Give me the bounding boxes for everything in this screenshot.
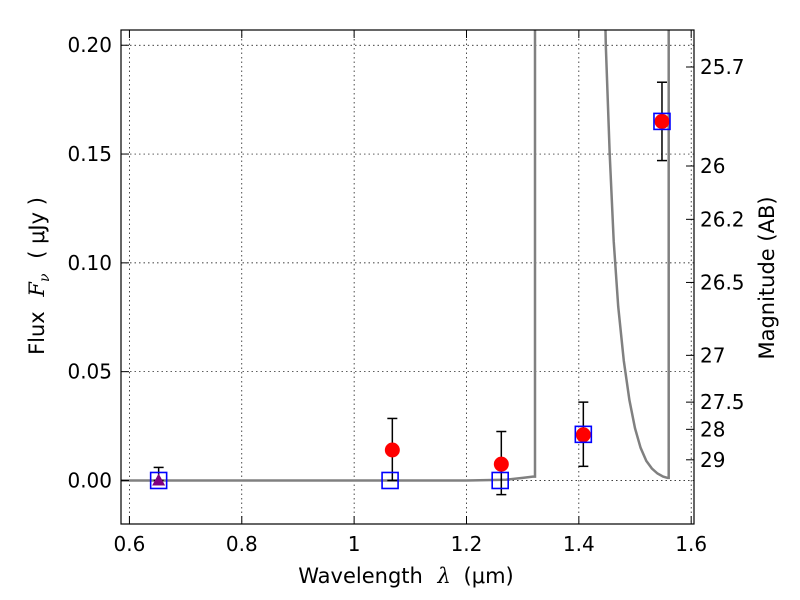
y-tick-label: 0.00 (67, 468, 112, 492)
y2-axis-label: Magnitude (AB) (755, 196, 779, 359)
y-tick-label: 0.05 (67, 360, 112, 384)
flux-point (575, 427, 591, 443)
flux-point (654, 113, 670, 129)
x-axis-label-symbol: λ (437, 564, 451, 588)
y2-tick-label: 27.5 (700, 390, 745, 414)
upper-limit-marker (152, 473, 166, 486)
x-tick-label: 0.6 (114, 532, 146, 556)
y2-tick-label: 26.5 (700, 270, 745, 294)
x-tick-label: 1.6 (675, 532, 707, 556)
y-axis-label-symbol: F (25, 281, 49, 298)
x-tick-label: 1 (348, 532, 361, 556)
model-photometry-square (149, 471, 168, 490)
y-axis-label-text: Flux (25, 311, 49, 355)
plot-frame (120, 29, 695, 525)
y-axis-label-subscript: ν (37, 273, 53, 282)
x-tick-label: 1.4 (563, 532, 595, 556)
x-axis-label: Wavelength λ (μm) (298, 564, 513, 588)
y2-tick-label: 26.2 (700, 207, 745, 231)
axis-ticks: 0.6 0.8 1 1.2 1.4 1.6 0.00 0.05 0.10 0.15 0.20 25.7… (67, 30, 745, 556)
x-axis-label-text: Wavelength (298, 564, 423, 588)
x-tick-label: 1.2 (451, 532, 483, 556)
y2-tick-label: 25.7 (700, 55, 745, 79)
y2-tick-label: 26 (700, 154, 725, 178)
y2-tick-label: 28 (700, 417, 725, 441)
y-tick-label: 0.10 (67, 251, 112, 275)
model-spectrum-line (121, 30, 670, 482)
x-tick-label: 0.8 (226, 532, 258, 556)
model-photometry-square (653, 112, 671, 131)
x-axis-label-unit: (μm) (464, 564, 514, 588)
y-axis-label-unit: ( μJy ) (25, 197, 49, 259)
y-axis-label: Flux Fν ( μJy ) (25, 197, 53, 355)
y2-tick-label: 29 (700, 448, 725, 472)
data-marks (149, 81, 671, 496)
y2-tick-label: 27 (700, 343, 725, 367)
y-tick-label: 0.20 (67, 33, 112, 57)
model-spectrum (121, 30, 670, 482)
y-tick-label: 0.15 (67, 142, 112, 166)
model-photometry-square (491, 471, 509, 490)
model-photometry-square (381, 471, 399, 490)
model-photometry-square (574, 425, 593, 444)
flux-point (493, 456, 509, 472)
flux-point (384, 442, 400, 458)
